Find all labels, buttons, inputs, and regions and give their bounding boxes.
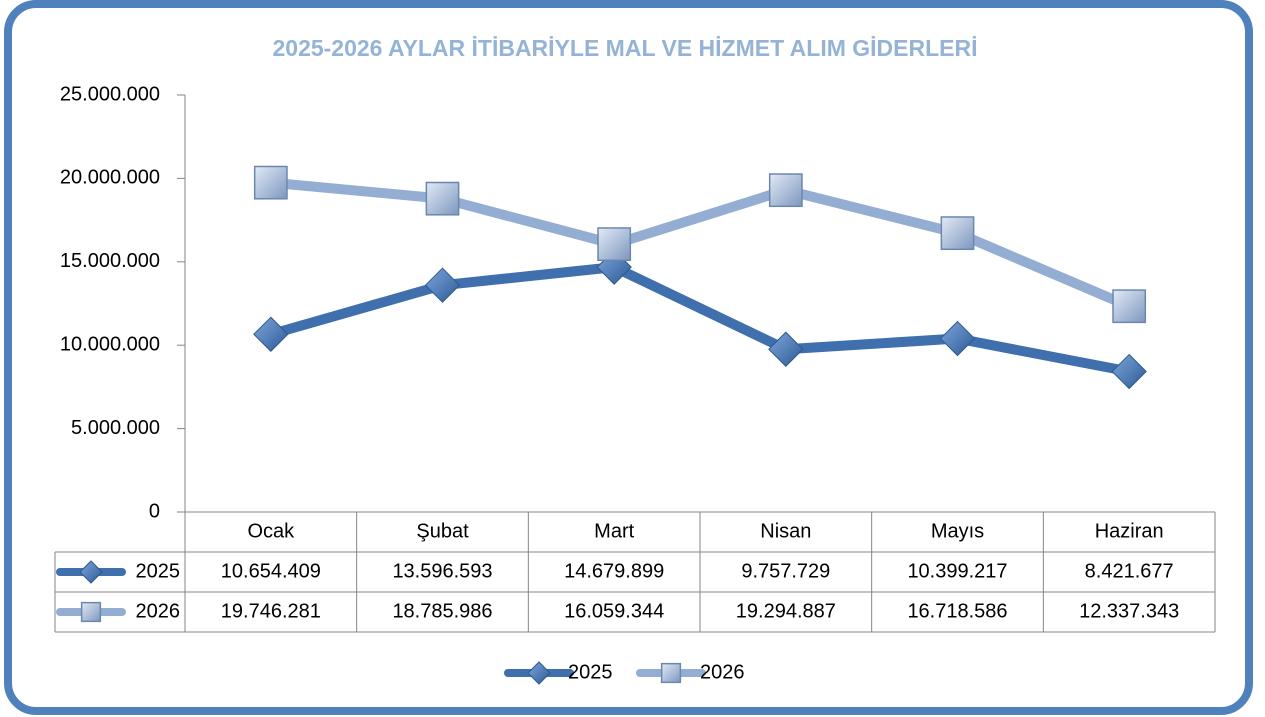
x-tick-label: Mart (594, 520, 634, 542)
legend-label: 2026 (700, 661, 745, 683)
y-tick-label: 20.000.000 (60, 167, 160, 189)
table-value: 10.399.217 (907, 560, 1007, 582)
square-marker (80, 601, 102, 623)
table-value: 10.654.409 (221, 560, 321, 582)
square-marker (768, 173, 803, 208)
y-tick-label: 0 (149, 500, 160, 522)
square-marker (425, 181, 460, 216)
table-value: 13.596.593 (392, 560, 492, 582)
square-marker (597, 227, 632, 262)
diamond-marker (527, 661, 551, 685)
table-value: 14.679.899 (564, 560, 664, 582)
table-value: 16.059.344 (564, 600, 664, 622)
chart-title: 2025-2026 AYLAR İTİBARİYLE MAL VE HİZMET… (272, 35, 977, 61)
table-value: 12.337.343 (1079, 600, 1179, 622)
x-tick-label: Mayıs (931, 520, 984, 542)
x-tick-label: Haziran (1095, 520, 1164, 542)
table-value: 8.421.677 (1085, 560, 1174, 582)
chart-frame (4, 0, 1253, 715)
table-value: 16.718.586 (907, 600, 1007, 622)
y-tick-label: 5.000.000 (71, 417, 160, 439)
square-marker (940, 216, 975, 251)
table-value: 19.746.281 (221, 600, 321, 622)
table-value: 18.785.986 (392, 600, 492, 622)
legend-label: 2025 (568, 661, 613, 683)
x-tick-label: Şubat (416, 520, 469, 542)
y-tick-label: 15.000.000 (60, 250, 160, 272)
x-tick-label: Nisan (760, 520, 811, 542)
square-marker (660, 662, 682, 684)
diamond-marker (424, 267, 461, 303)
diamond-marker (79, 560, 103, 584)
square-marker (1112, 289, 1147, 324)
y-tick-label: 25.000.000 (60, 83, 160, 105)
diamond-marker (939, 320, 976, 357)
diamond-marker (768, 331, 804, 367)
diamond-marker (1111, 353, 1147, 390)
square-marker (253, 165, 288, 200)
y-tick-label: 10.000.000 (60, 333, 160, 355)
table-series-name: 2026 (136, 600, 181, 622)
series-line (270, 177, 1132, 311)
series-line (269, 262, 1131, 377)
table-series-name: 2025 (136, 560, 181, 582)
x-tick-label: Ocak (247, 520, 295, 542)
table-value: 19.294.887 (736, 600, 836, 622)
table-value: 9.757.729 (741, 560, 830, 582)
diamond-marker (253, 316, 289, 352)
